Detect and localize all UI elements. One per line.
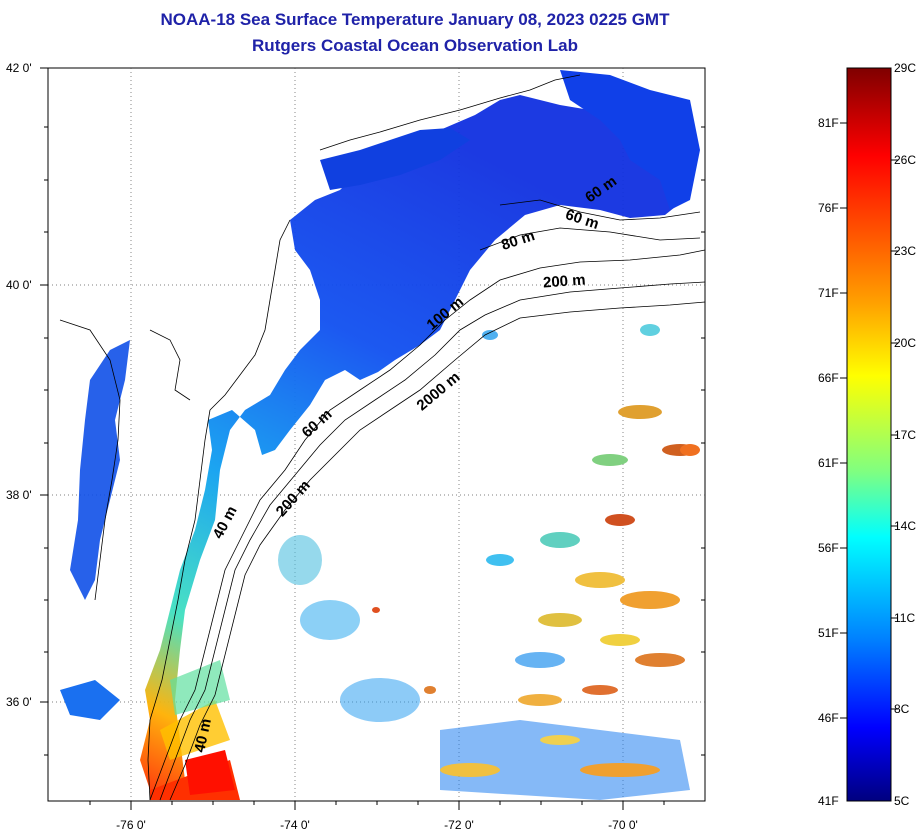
- colorbar-c-label: 8C: [894, 702, 910, 716]
- lat-label: 40 0': [6, 278, 32, 292]
- colorbar-f-label: 66F: [818, 371, 839, 385]
- colorbar-c-label: 20C: [894, 336, 917, 350]
- lat-label: 38 0': [6, 488, 32, 502]
- colorbar-f-label: 51F: [818, 626, 839, 640]
- depth-contours: [149, 199, 706, 801]
- lon-label: -74 0': [280, 818, 310, 832]
- colorbar-c-label: 17C: [894, 428, 917, 442]
- colorbar-f-label: 41F: [818, 794, 839, 808]
- lat-label: 42 0': [6, 61, 32, 75]
- colorbar-ticks: [840, 122, 898, 719]
- colorbar-f-label: 61F: [818, 456, 839, 470]
- colorbar-c-label: 29C: [894, 61, 917, 75]
- colorbar-c-label: 23C: [894, 244, 917, 258]
- colorbar-f-label: 56F: [818, 541, 839, 555]
- sst-offshore-patches: [278, 324, 700, 800]
- colorbar-c-label: 5C: [894, 794, 910, 808]
- lat-label: 36 0': [6, 695, 32, 709]
- colorbar-f-label: 71F: [818, 286, 839, 300]
- lon-label: -76 0': [116, 818, 146, 832]
- colorbar-c-label: 26C: [894, 153, 917, 167]
- lon-label: -72 0': [444, 818, 474, 832]
- map-title: NOAA-18 Sea Surface Temperature January …: [160, 10, 670, 29]
- sst-shelf-water: [60, 70, 700, 800]
- coastlines: [59, 74, 581, 801]
- colorbar-f-label: 76F: [818, 201, 839, 215]
- map-subtitle: Rutgers Coastal Ocean Observation Lab: [252, 36, 578, 55]
- colorbar: [846, 67, 892, 802]
- tick-marks: [40, 67, 705, 810]
- contour-label: 200 m: [542, 271, 587, 292]
- colorbar-f-label: 81F: [818, 116, 839, 130]
- colorbar-f-label: 46F: [818, 711, 839, 725]
- colorbar-c-label: 14C: [894, 519, 917, 533]
- colorbar-c-label: 11C: [894, 611, 916, 625]
- lon-label: -70 0': [608, 818, 638, 832]
